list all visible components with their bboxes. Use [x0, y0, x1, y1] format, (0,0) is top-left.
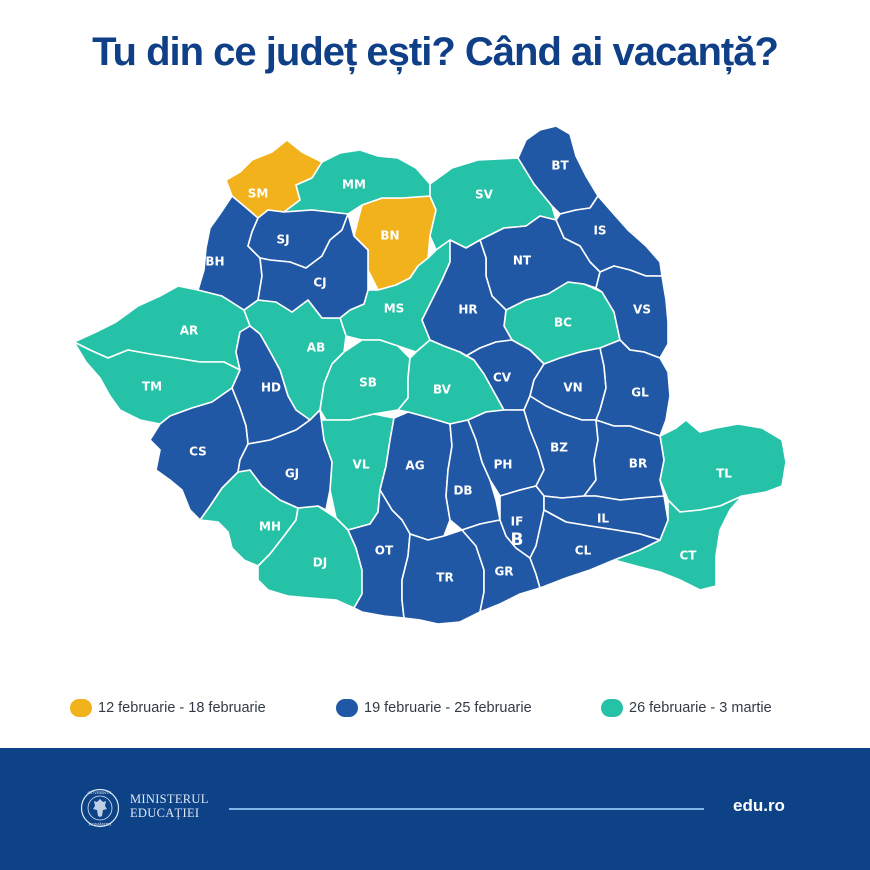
government-seal-icon: GUVERNUL ROMÂNIEI	[80, 788, 120, 828]
ministry-line2: EDUCAȚIEI	[130, 806, 200, 820]
legend-item-group3: 26 februarie - 3 martie	[601, 696, 772, 720]
website-link[interactable]: edu.ro	[733, 796, 785, 815]
county-BT[interactable]	[517, 125, 599, 215]
footer: GUVERNUL ROMÂNIEI MINISTERUL EDUCAȚIEI e…	[0, 748, 870, 870]
county-DJ[interactable]	[257, 505, 363, 609]
ministry-name: MINISTERUL EDUCAȚIEI	[130, 792, 209, 820]
legend-swatch-blue	[336, 699, 358, 717]
page-title: Tu din ce județ ești? Când ai vacanță?	[92, 30, 779, 74]
county-CS[interactable]	[149, 387, 249, 521]
legend-item-group1: 12 februarie - 18 februarie	[70, 696, 266, 720]
legend-label: 19 februarie - 25 februarie	[364, 700, 532, 716]
svg-text:ROMÂNIEI: ROMÂNIEI	[89, 822, 112, 827]
county-CJ[interactable]	[257, 213, 369, 319]
county-GJ[interactable]	[237, 409, 333, 511]
legend-swatch-yellow	[70, 699, 92, 717]
legend: 12 februarie - 18 februarie 19 februarie…	[0, 696, 870, 720]
county-BH[interactable]	[197, 195, 263, 311]
legend-label: 26 februarie - 3 martie	[629, 700, 772, 716]
svg-text:GUVERNUL: GUVERNUL	[88, 790, 113, 795]
county-TR[interactable]	[401, 529, 485, 625]
county-TL[interactable]	[659, 419, 787, 513]
footer-divider	[229, 808, 704, 810]
county-VS[interactable]	[595, 265, 669, 359]
ministry-line1: MINISTERUL	[130, 792, 209, 806]
legend-label: 12 februarie - 18 februarie	[98, 700, 266, 716]
legend-swatch-teal	[601, 699, 623, 717]
legend-item-group2: 19 februarie - 25 februarie	[336, 696, 532, 720]
county-MM[interactable]	[283, 149, 431, 215]
romania-county-map: SM MM BN SV BT BH SJ CJ IS NT MS HR BC V…	[0, 110, 870, 670]
county-CL[interactable]	[529, 509, 661, 589]
